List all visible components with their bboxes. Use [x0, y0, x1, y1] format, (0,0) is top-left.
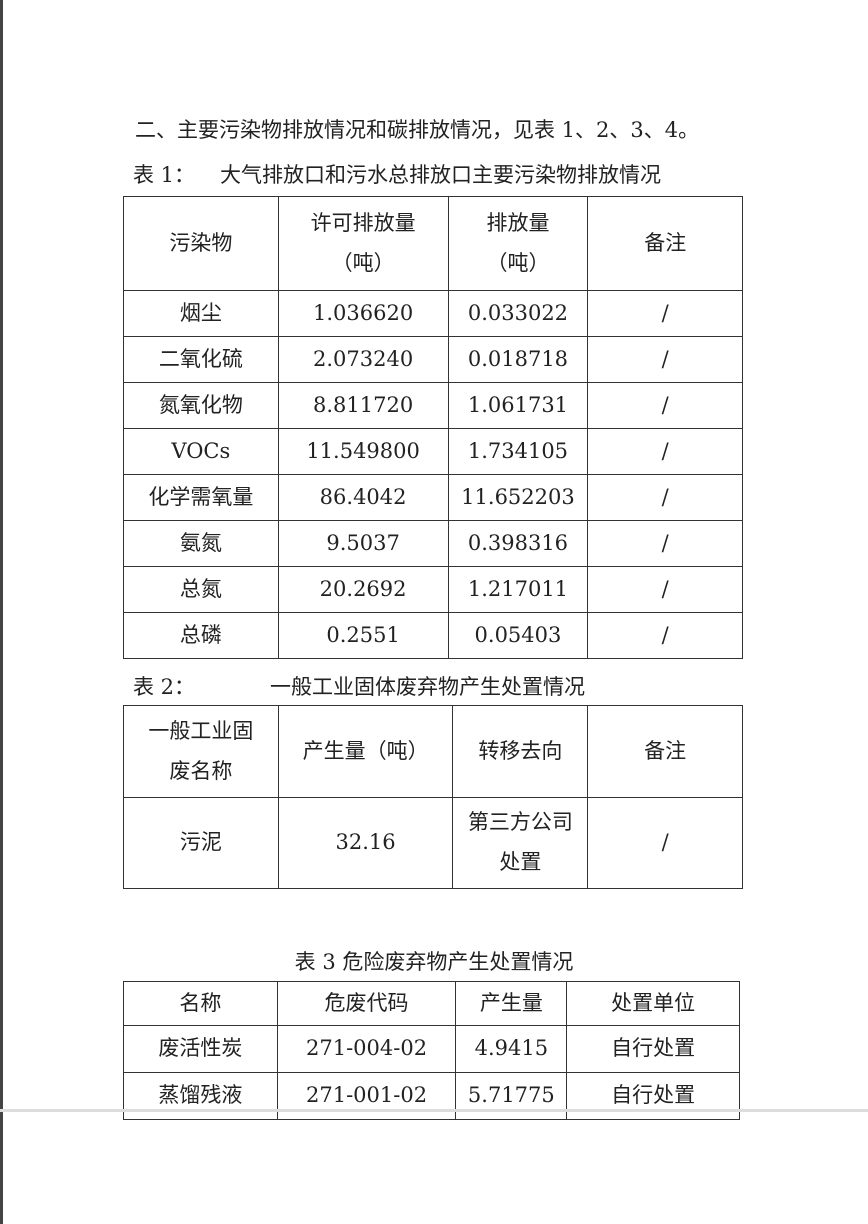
- table-cell: /: [587, 520, 743, 567]
- table-cell: 二氧化硫: [123, 336, 279, 383]
- table-row: 化学需氧量 86.4042 11.652203/: [123, 474, 743, 521]
- table-cell: 11.549800: [277, 428, 449, 475]
- header-cell: 备注: [587, 705, 743, 798]
- table-cell: /: [587, 797, 743, 889]
- table-cell: /: [587, 612, 743, 659]
- table-cell: 1.061731: [447, 382, 589, 429]
- table-row: VOCs 11.549800 1.734105/: [123, 428, 743, 475]
- emissions-table: 污染物 许可排放量 （吨） 排放量 （吨） 备注 烟尘 1.036620 0.033022/…: [123, 196, 743, 659]
- table-row: 二氧化硫 2.073240 0.018718/: [123, 336, 743, 383]
- table-cell: 0.033022: [447, 290, 589, 337]
- table-cell: 8.811720: [277, 382, 449, 429]
- table-row: 氮氧化物 8.811720 1.061731/: [123, 382, 743, 429]
- table1-title: 大气排放口和污水总排放口主要污染物排放情况: [220, 163, 661, 187]
- solid-waste-table: 一般工业固 废名称 产生量（吨） 转移去向 备注 污泥 32.16 第三方公司 处置 /: [123, 705, 743, 889]
- table-cell: /: [587, 382, 743, 429]
- table-cell: 0.2551: [277, 612, 449, 659]
- table-cell: 0.05403: [447, 612, 589, 659]
- header-cell: 排放量 （吨）: [447, 196, 589, 291]
- table-cell: 1.036620: [277, 290, 449, 337]
- table-row: 蒸馏残液 271-001-02 5.71775 自行处置: [123, 1072, 740, 1120]
- table-cell: 废活性炭: [123, 1025, 278, 1073]
- table-cell: 1.734105: [447, 428, 589, 475]
- table-cell: 11.652203: [447, 474, 589, 521]
- header-row: 污染物 许可排放量 （吨） 排放量 （吨） 备注: [123, 196, 743, 291]
- header-cell: 产生量（吨）: [277, 705, 454, 798]
- table-cell: 总氮: [123, 566, 279, 613]
- table-cell: 化学需氧量: [123, 474, 279, 521]
- table-cell: 20.2692: [277, 566, 449, 613]
- table-row: 总磷 0.2551 0.05403/: [123, 612, 743, 659]
- table-row: 氨氮 9.5037 0.398316/: [123, 520, 743, 567]
- table-cell: 271-001-02: [276, 1072, 457, 1120]
- table-cell: /: [587, 566, 743, 613]
- scan-edge: [0, 0, 3, 1224]
- table-row: 烟尘 1.036620 0.033022/: [123, 290, 743, 337]
- table1-label: 表 1：: [133, 163, 196, 187]
- table-cell: 2.073240: [277, 336, 449, 383]
- table-cell: 271-004-02: [276, 1025, 457, 1073]
- header-cell: 危废代码: [276, 981, 457, 1026]
- header-row: 名称 危废代码 产生量 处置单位: [123, 981, 740, 1026]
- scan-artifact-line: [0, 1109, 868, 1112]
- table-cell: VOCs: [123, 428, 279, 475]
- table-cell: 9.5037: [277, 520, 449, 567]
- hazardous-waste-table: 名称 危废代码 产生量 处置单位 废活性炭 271-004-02 4.9415 自行处置 蒸馏残…: [123, 981, 740, 1120]
- table3-title: 表 3 危险废弃物产生处置情况: [294, 950, 574, 974]
- table-cell: 86.4042: [277, 474, 449, 521]
- header-cell: 处置单位: [566, 981, 740, 1026]
- table-cell: /: [587, 474, 743, 521]
- table-cell: 自行处置: [566, 1072, 740, 1120]
- table-cell: 5.71775: [455, 1072, 568, 1120]
- table-cell: 氮氧化物: [123, 382, 279, 429]
- header-cell: 污染物: [123, 196, 279, 291]
- table-cell: 氨氮: [123, 520, 279, 567]
- table-cell: /: [587, 428, 743, 475]
- header-cell: 备注: [587, 196, 743, 291]
- header-cell: 产生量: [455, 981, 568, 1026]
- table-cell: /: [587, 336, 743, 383]
- table-row: 污泥 32.16 第三方公司 处置 /: [123, 797, 743, 889]
- table-row: 废活性炭 271-004-02 4.9415 自行处置: [123, 1025, 740, 1073]
- table-cell: /: [587, 290, 743, 337]
- table-cell: 0.018718: [447, 336, 589, 383]
- table-cell: 蒸馏残液: [123, 1072, 278, 1120]
- header-cell: 转移去向: [452, 705, 589, 798]
- table-cell: 总磷: [123, 612, 279, 659]
- table-cell: 1.217011: [447, 566, 589, 613]
- table-cell: 第三方公司 处置: [452, 797, 589, 889]
- table-row: 总氮 20.2692 1.217011/: [123, 566, 743, 613]
- table-cell: 32.16: [277, 797, 454, 889]
- header-cell: 名称: [123, 981, 278, 1026]
- header-cell: 一般工业固 废名称: [123, 705, 279, 798]
- table2-label: 表 2：: [133, 675, 196, 699]
- table-cell: 0.398316: [447, 520, 589, 567]
- table-cell: 烟尘: [123, 290, 279, 337]
- table2-title: 一般工业固体废弃物产生处置情况: [270, 675, 585, 699]
- intro-text: 二、主要污染物排放情况和碳排放情况，见表 1、2、3、4。: [135, 118, 700, 142]
- header-cell: 许可排放量 （吨）: [277, 196, 449, 291]
- table-cell: 4.9415: [455, 1025, 568, 1073]
- table-cell: 自行处置: [566, 1025, 740, 1073]
- table-cell: 污泥: [123, 797, 279, 889]
- header-row: 一般工业固 废名称 产生量（吨） 转移去向 备注: [123, 705, 743, 798]
